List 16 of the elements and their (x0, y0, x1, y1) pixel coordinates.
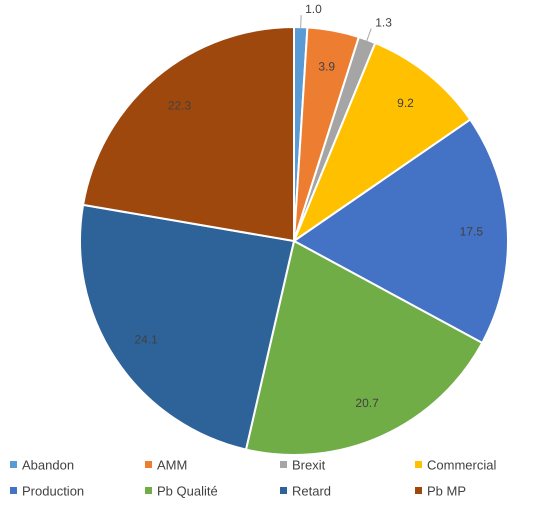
data-label: 17.5 (460, 224, 484, 239)
legend-label: Production (22, 484, 84, 499)
data-label: 22.3 (168, 98, 192, 112)
legend-label: Pb Qualité (157, 484, 218, 499)
legend-label: Pb MP (427, 484, 466, 499)
data-label: 1.0 (305, 2, 322, 16)
data-label: 3.9 (318, 60, 336, 74)
data-label: 1.3 (375, 16, 392, 30)
data-label: 9.2 (397, 96, 414, 110)
legend-label: Abandon (22, 458, 74, 473)
legend-label: Retard (292, 484, 332, 499)
legend-label: AMM (157, 458, 188, 473)
legend-label: Brexit (292, 458, 326, 473)
data-label: 20.7 (355, 396, 380, 410)
legend-label: Commercial (427, 458, 496, 473)
data-label: 24.1 (134, 332, 158, 347)
